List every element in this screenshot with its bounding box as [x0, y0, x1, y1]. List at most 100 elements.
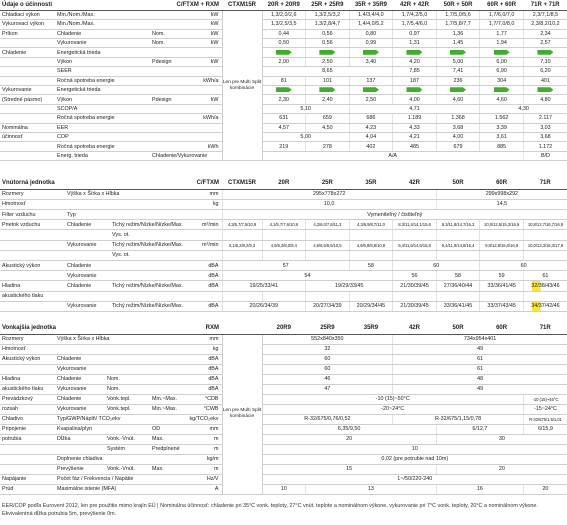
label-sub: Počet fáz / Frekvencia / Napätie: [57, 476, 134, 482]
note: Len pre Multi Split kombinácie: [221, 334, 263, 495]
value-cell: 6,00: [479, 57, 524, 68]
value-cell: 734x954x401: [392, 334, 567, 345]
energy-class-arrow: [406, 49, 423, 55]
label-label: potrubia: [2, 436, 22, 442]
unit: dBA: [208, 366, 219, 372]
value-cell: 49: [392, 344, 567, 355]
empty-cell: [392, 47, 437, 58]
spec-row: akustického tlaku: [0, 291, 567, 302]
value-cell: 6/12,7: [435, 424, 524, 435]
value-cell: 21/30/39/45: [392, 301, 437, 312]
energy-class-arrow: [537, 87, 554, 93]
header-label: Údaje o účinnosti C/FTXM + RXM: [0, 0, 223, 11]
value-cell: 0,44: [261, 29, 306, 40]
value-cell: 47: [261, 384, 393, 395]
value-cell: 4,33: [392, 123, 437, 133]
column-header: CTXM15R: [222, 178, 263, 190]
label-sub: Ročná spotreba energie: [57, 115, 115, 122]
value-cell: 1,4/3,4/4,0: [348, 10, 393, 21]
label-sub: Vykurovanie: [57, 366, 87, 372]
spec-row: Hmotnosť kg 10,0 14,5: [0, 199, 567, 211]
spec-row: Chladenie Energetická trieda: [0, 47, 567, 58]
unit: kWh: [207, 143, 219, 150]
unit: kWh/a: [203, 115, 219, 122]
value-cell: 6,20: [522, 66, 567, 77]
spec-table: Vonkajšia jednotka RXM 20R9 25R9 35R9 42R 50R 6…: [0, 323, 567, 495]
label-label: Prúd: [2, 486, 14, 492]
column-header: 35R: [349, 178, 393, 190]
label-label: Príkon: [2, 30, 18, 37]
empty-cell: [221, 291, 263, 302]
label-sub: Typ/GWP/Náplň/ TCO₂ekv: [57, 416, 121, 422]
unit: kg: [212, 346, 219, 352]
value-cell: R-32/675/0,76/0,52: [261, 414, 393, 425]
label-sub: Kvapalina/plyn: [57, 426, 93, 432]
column-header: 20R: [262, 178, 306, 190]
row-label: Akustický výkon Chladenie dBA: [0, 354, 223, 365]
value-cell: 6/15,9: [522, 424, 567, 435]
value-cell: 61: [392, 364, 567, 375]
energy-class-arrow: [319, 87, 336, 93]
energy-class-arrow: [493, 87, 510, 93]
label-label: Nominálna: [2, 124, 28, 131]
empty-cell: [348, 229, 393, 241]
label-detail: Vonk.-Vnút.: [107, 436, 135, 442]
header-row: Vnútorná jednotka C/FTXM CTXM15R 20R 25R 35R 4…: [0, 178, 567, 190]
energy-class-arrow: [493, 49, 510, 55]
label-extra: Max.: [152, 436, 164, 442]
empty-cell: [261, 47, 306, 58]
section-title: Vnútorná jednotka: [2, 180, 55, 187]
label-detail: Tichý režim/Nízke/Nízke/Max.: [112, 242, 184, 249]
spec-row: Akustický výkon Chladenie dBA 60 61: [0, 354, 567, 365]
unit: kW: [210, 59, 219, 66]
row-label: Prevýšenie Vonk.-Vnút. Max. m: [0, 464, 223, 475]
value-cell: 57: [221, 260, 350, 272]
unit: dBA: [208, 376, 219, 382]
value-cell: 8,3/11,8/14,7/16,3: [435, 219, 480, 231]
label-detail: Vonk.tepl.: [107, 406, 131, 412]
value-cell: 4,60: [479, 94, 524, 105]
value-cell: 46: [261, 374, 393, 385]
energy-class-arrow: [362, 49, 379, 55]
label-label: Prietok vzduchu: [2, 221, 41, 228]
empty-cell: [221, 250, 263, 262]
spec-row: potrubia Dĺžka Vonk.-Vnút. Max. m 20 30: [0, 434, 567, 445]
label-label: Napájanie: [2, 476, 27, 482]
column-header: 35R9: [349, 323, 393, 335]
empty-cell: [305, 85, 350, 96]
row-label: Energ. trieda Chladenie/Vykurovanie: [0, 151, 223, 162]
column-header: 42R: [392, 323, 437, 335]
value-cell: 33/36/41/45: [435, 301, 480, 312]
row-label: rozsah Vykurovanie Vonk.tepl. Min.~Max. °CWB: [0, 404, 223, 415]
header-label: Vnútorná jednotka C/FTXM: [0, 178, 223, 190]
column-header: 50R: [436, 178, 480, 190]
empty-cell: [435, 250, 480, 262]
value-cell: 58: [435, 270, 480, 282]
column-header: 25R + 25R9: [305, 0, 350, 11]
row-label: Vykurovací výkon Min./Nom./Max. kW: [0, 19, 223, 30]
unit: m: [214, 446, 219, 452]
value-cell: 2,57: [522, 38, 567, 49]
empty-cell: [261, 291, 306, 302]
value-cell: 4,9/6,5/8,5/10,5: [305, 240, 350, 251]
label-sub: Energ. trieda: [57, 152, 88, 159]
label-sub: Vykurovanie: [67, 272, 97, 279]
spec-row: Napájanie Počet fáz / Frekvencia / Napäti…: [0, 474, 567, 485]
empty-cell: [435, 85, 480, 96]
value-cell: 686: [348, 113, 393, 124]
column-header: 71R: [523, 178, 567, 190]
value-cell: 1~/50/220-240: [261, 474, 567, 485]
value-cell: 20/26/34/39: [221, 301, 306, 312]
empty-cell: [522, 229, 567, 241]
unit: kg/TCO₂ekv: [189, 416, 219, 422]
column-header: 25R9: [305, 323, 350, 335]
value-cell: 1,31: [392, 38, 437, 49]
value-cell: 2,00: [261, 57, 306, 68]
value-cell: 5,00: [261, 132, 350, 143]
value-cell: 7,41: [435, 66, 480, 77]
energy-class-arrow: [450, 87, 467, 93]
label-sub: Min./Nom./Max.: [57, 12, 95, 19]
column-header: 60R: [479, 178, 524, 190]
value-cell: 0,56: [305, 38, 350, 49]
spec-table: Vnútorná jednotka C/FTXM CTXM15R 20R 25R 35R 4…: [0, 178, 567, 312]
